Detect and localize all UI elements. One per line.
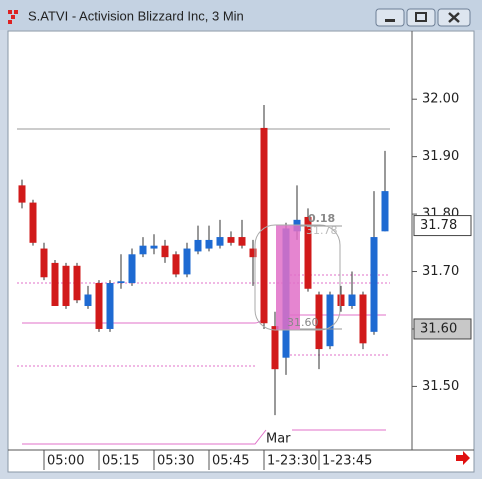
window-title: S.ATVI - Activision Blizzard Inc, 3 Min [28,8,244,23]
minimize-button[interactable] [375,8,405,27]
candle-body [139,245,147,255]
x-tick-label: 1-23:30 [267,454,317,469]
y-tick-label: 32.00 [422,92,459,107]
price-box [413,215,472,237]
x-tick-label: 05:45 [212,454,249,469]
candle-body [381,191,389,232]
candle-body [315,294,323,350]
candle-body [348,294,356,306]
annotation: Mar [266,432,291,447]
window-buttons[interactable] [375,8,471,27]
candle-body [227,237,235,243]
chart-panel [7,30,475,473]
candle-body [150,245,158,249]
x-tick-label: 05:15 [102,454,139,469]
candle-body [370,237,378,332]
candle-body [29,202,37,243]
candle-body [238,237,246,246]
candle-body [18,185,26,203]
icon [448,12,460,23]
maximize-button[interactable] [406,8,436,27]
y-tick-label: 31.70 [422,264,459,279]
candle-body [205,239,213,249]
candle-body [260,127,268,324]
price-label: 31.78 [420,218,457,233]
x-tick-label: 05:00 [47,454,84,469]
x-tick-label: 05:30 [157,454,194,469]
candle-body [106,283,114,329]
candle-body [40,248,48,278]
candle-body [172,254,180,275]
measure-outline [254,224,341,331]
candle-body [128,254,136,284]
plot: 31.5031.6031.7031.8031.9032.0005:0005:15… [18,92,472,470]
measure-fill [276,225,300,330]
level-line [22,429,267,445]
price-box [413,318,472,340]
candle-body [304,216,312,289]
y-tick-label: 31.90 [422,149,459,164]
annotation: 31.60 [287,316,319,329]
candle-body [117,281,125,284]
annotation: 0.18 [308,212,335,225]
annotation: 31.78 [306,224,338,237]
icon [415,12,427,22]
candle-body [194,239,202,252]
candle-body [326,294,334,347]
app-icon [8,10,18,24]
candle-body [84,294,92,306]
candle-body [271,326,279,370]
candle-body [183,248,191,275]
overlay: 0.18 31.78 31.60 Mar [254,212,342,447]
candle-body [359,294,367,344]
scroll-arrow[interactable] [456,451,470,465]
candle-body [161,245,169,258]
x-tick-label: 1-23:45 [322,454,372,469]
candle-body [51,262,59,306]
candle-body [73,265,81,301]
icon [385,19,395,22]
candle-body [95,283,103,329]
candle-body [337,294,345,306]
candle-body [249,248,257,258]
candle-body [62,265,70,306]
candle-body [216,237,224,246]
y-tick-label: 31.50 [422,379,459,394]
price-label: 31.60 [420,321,457,336]
